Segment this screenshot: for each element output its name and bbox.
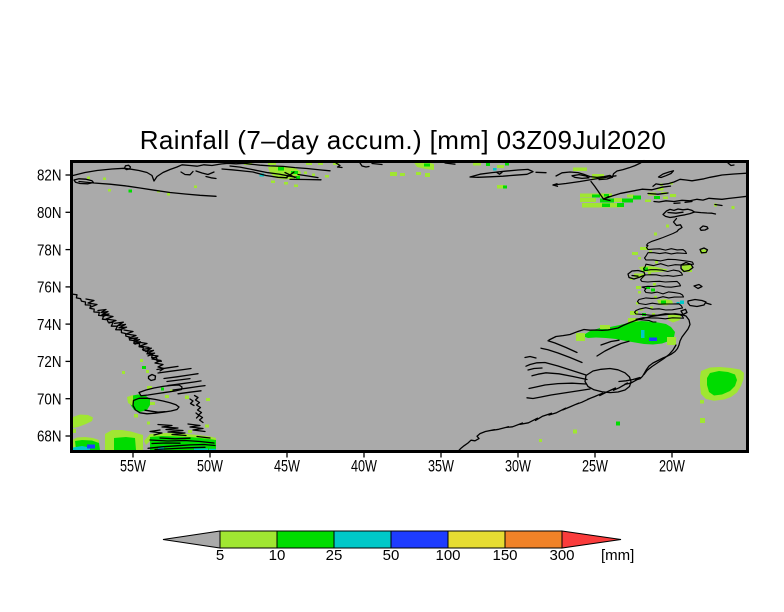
svg-text:Rainfall (7–day accum.) [mm] 0: Rainfall (7–day accum.) [mm] 03Z09Jul202… — [140, 125, 667, 155]
svg-text:74N: 74N — [37, 317, 62, 334]
svg-text:50: 50 — [383, 547, 400, 564]
svg-text:68N: 68N — [37, 429, 62, 446]
svg-text:150: 150 — [492, 547, 517, 564]
svg-text:20W: 20W — [659, 457, 685, 476]
svg-text:10: 10 — [269, 547, 286, 564]
svg-text:5: 5 — [216, 547, 224, 564]
svg-text:70N: 70N — [37, 391, 62, 408]
svg-text:30W: 30W — [505, 457, 531, 476]
svg-text:45W: 45W — [274, 457, 300, 476]
svg-text:25: 25 — [326, 547, 343, 564]
svg-text:55W: 55W — [120, 457, 146, 476]
svg-text:40W: 40W — [351, 457, 377, 476]
svg-text:76N: 76N — [37, 280, 62, 297]
svg-text:300: 300 — [549, 547, 574, 564]
svg-text:82N: 82N — [37, 168, 62, 185]
svg-text:[mm]: [mm] — [601, 547, 634, 564]
svg-text:100: 100 — [435, 547, 460, 564]
svg-text:78N: 78N — [37, 242, 62, 259]
svg-text:25W: 25W — [582, 457, 608, 476]
svg-text:50W: 50W — [197, 457, 223, 476]
svg-text:72N: 72N — [37, 354, 62, 371]
svg-text:35W: 35W — [428, 457, 454, 476]
svg-text:80N: 80N — [37, 205, 62, 222]
